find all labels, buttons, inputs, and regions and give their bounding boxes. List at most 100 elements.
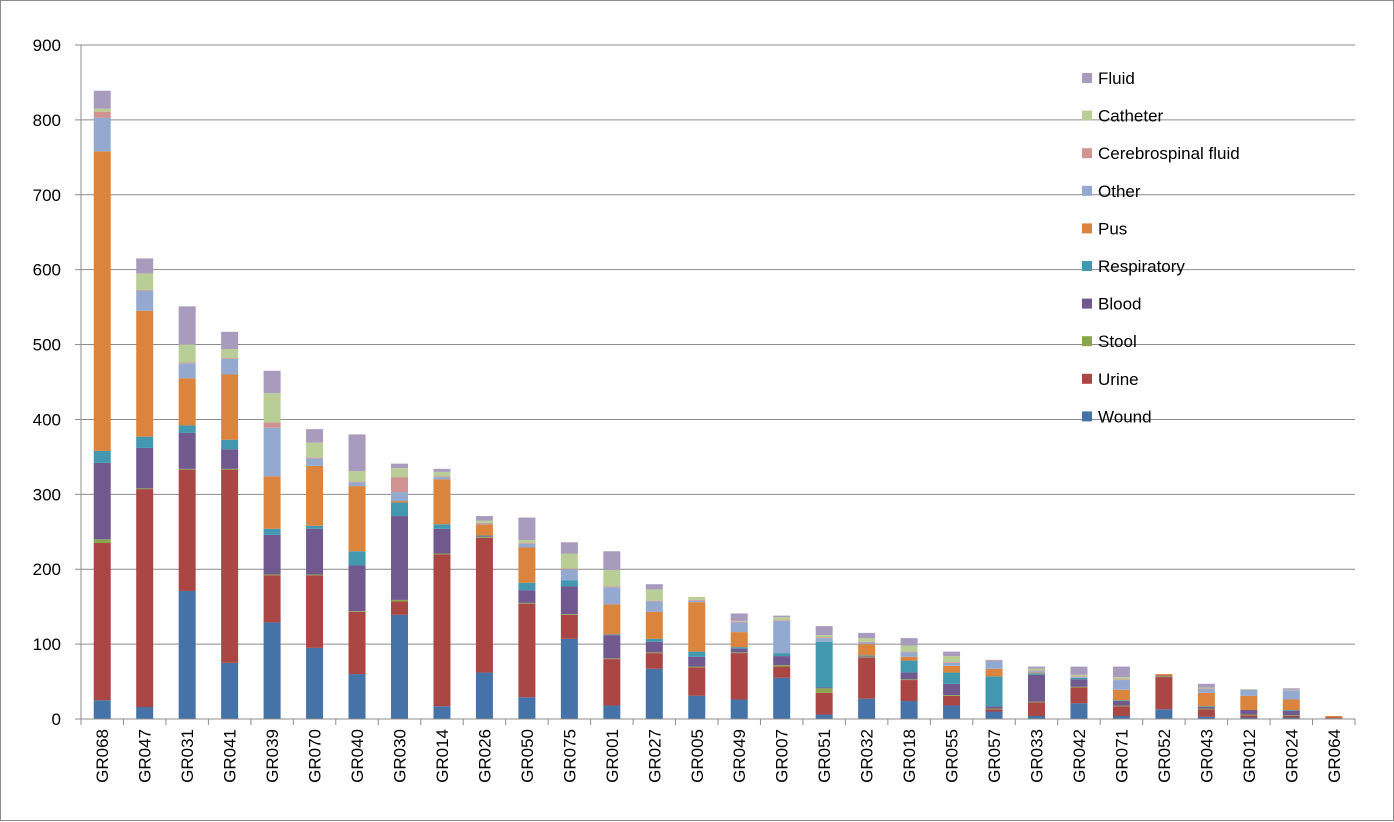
bar-segment-urine — [603, 659, 621, 706]
bar-segment-stool — [306, 574, 324, 576]
bar-segment-other — [221, 358, 239, 375]
bar-segment-wound — [858, 698, 876, 719]
bar-segment-respiratory — [221, 439, 239, 450]
bar-segment-pus — [985, 668, 1003, 677]
bar-segment-wound — [688, 695, 706, 719]
legend-label: Fluid — [1098, 69, 1135, 88]
bar-segment-blood — [943, 683, 961, 696]
legend-swatch — [1082, 411, 1092, 422]
bar-segment-blood — [1155, 675, 1173, 677]
bar-segment-catheter — [178, 344, 196, 363]
bar-segment-wound — [1197, 716, 1215, 719]
bar-segment-respiratory — [1070, 677, 1088, 680]
bar-segment-cerebrospinal-fluid — [263, 422, 281, 428]
bar-segment-catheter — [1028, 668, 1045, 671]
bar-segment-fluid — [603, 551, 621, 570]
bar-segment-respiratory — [815, 641, 833, 688]
bar-segment-fluid — [475, 516, 493, 521]
gridlines — [81, 44, 1355, 645]
bar-segment-wound — [1240, 717, 1258, 719]
bar-segment-respiratory — [688, 651, 706, 657]
bar-segment-respiratory — [730, 647, 748, 649]
bar-segment-stool — [1197, 708, 1215, 710]
bar-segment-pus — [900, 656, 918, 661]
bar-segment-pus — [391, 501, 408, 503]
x-tick-label: GR024 — [1282, 729, 1301, 783]
bar-segment-stool — [688, 666, 706, 668]
bar-segment-respiratory — [93, 450, 111, 463]
bar-segment-catheter — [730, 620, 748, 622]
bar-segment-wound — [985, 711, 1003, 719]
bar-segment-blood — [1028, 674, 1045, 702]
bar-segment-urine — [263, 575, 281, 623]
bar-segment-urine — [688, 667, 706, 696]
bar-segment-blood — [1197, 707, 1215, 709]
legend-swatch — [1082, 148, 1092, 159]
bar-segment-urine — [1070, 687, 1088, 704]
bar-segment-stool — [475, 537, 493, 538]
y-tick-label: 600 — [33, 261, 61, 280]
bar-segment-respiratory — [1282, 710, 1300, 711]
bar-segment-stool — [391, 599, 408, 602]
bar-segment-urine — [93, 543, 111, 701]
x-tick-label: GR049 — [730, 729, 749, 783]
bar-segment-fluid — [560, 542, 578, 554]
x-tick-label: GR001 — [603, 729, 622, 783]
x-tick-label: GR032 — [858, 729, 877, 783]
bar-segment-other — [943, 662, 961, 666]
legend-label: Catheter — [1098, 107, 1164, 126]
bar-segment-wound — [433, 706, 451, 719]
bar-segment-urine — [1155, 677, 1173, 710]
bar-segment-urine — [1197, 709, 1215, 717]
bar-segment-wound — [93, 700, 111, 719]
bar-segment-catheter — [1240, 689, 1258, 690]
y-tick-label: 0 — [52, 710, 61, 729]
bar-segment-wound — [136, 707, 154, 719]
bar-segment-respiratory — [433, 524, 451, 529]
x-tick-label: GR057 — [985, 729, 1004, 783]
bar-segment-blood — [730, 648, 748, 653]
bar-segment-urine — [900, 680, 918, 702]
axes: 0 100 200 300 400 500 600 700 800 900 GR068 GR047 GR… — [33, 36, 1356, 783]
x-tick-label: GR005 — [688, 729, 707, 783]
bar-segment-stool — [1282, 715, 1300, 717]
legend-label: Urine — [1098, 370, 1139, 389]
bar-segment-other — [518, 543, 536, 548]
bar-segment-pus — [263, 476, 281, 529]
x-tick-label: GR012 — [1240, 729, 1259, 783]
bar-segment-urine — [985, 709, 1003, 712]
bar-segment-urine — [391, 601, 408, 615]
bar-segment-catheter — [1070, 674, 1088, 677]
bar-segment-stool — [1112, 705, 1130, 707]
bar-segment-stool — [518, 602, 536, 604]
bar-segment-wound — [730, 699, 748, 719]
bar-segment-cerebrospinal-fluid — [1070, 676, 1088, 678]
x-tick-label: GR041 — [221, 729, 240, 783]
x-tick-label: GR050 — [518, 729, 537, 783]
y-tick-label: 900 — [33, 36, 61, 55]
bar-segment-wound — [943, 705, 961, 719]
bar-segment-stool — [603, 658, 621, 660]
bar-segment-cerebrospinal-fluid — [348, 481, 366, 483]
bar-segment-stool — [1070, 686, 1088, 688]
legend-label: Blood — [1098, 295, 1141, 314]
x-tick-label: GR043 — [1197, 729, 1216, 783]
bar-segment-fluid — [391, 463, 408, 469]
bar-segment-catheter — [263, 393, 281, 423]
bar-segment-other — [136, 290, 154, 311]
bar-segment-urine — [518, 603, 536, 698]
bar-segment-respiratory — [1028, 673, 1045, 675]
bar-segment-other — [1028, 671, 1045, 673]
bar-segment-respiratory — [263, 528, 281, 535]
bar-segment-urine — [1282, 716, 1300, 718]
bar-segment-urine — [306, 575, 324, 648]
bar-segment-stool — [136, 488, 154, 490]
bar-segment-blood — [985, 706, 1003, 709]
bar-segment-fluid — [1197, 683, 1215, 688]
legend-swatch — [1082, 223, 1092, 234]
bar-segment-wound — [1028, 716, 1045, 719]
bar-segment-other — [773, 620, 791, 654]
y-tick-label: 100 — [33, 635, 61, 654]
bar-segment-wound — [773, 677, 791, 719]
bar-segment-stool — [1155, 676, 1173, 678]
